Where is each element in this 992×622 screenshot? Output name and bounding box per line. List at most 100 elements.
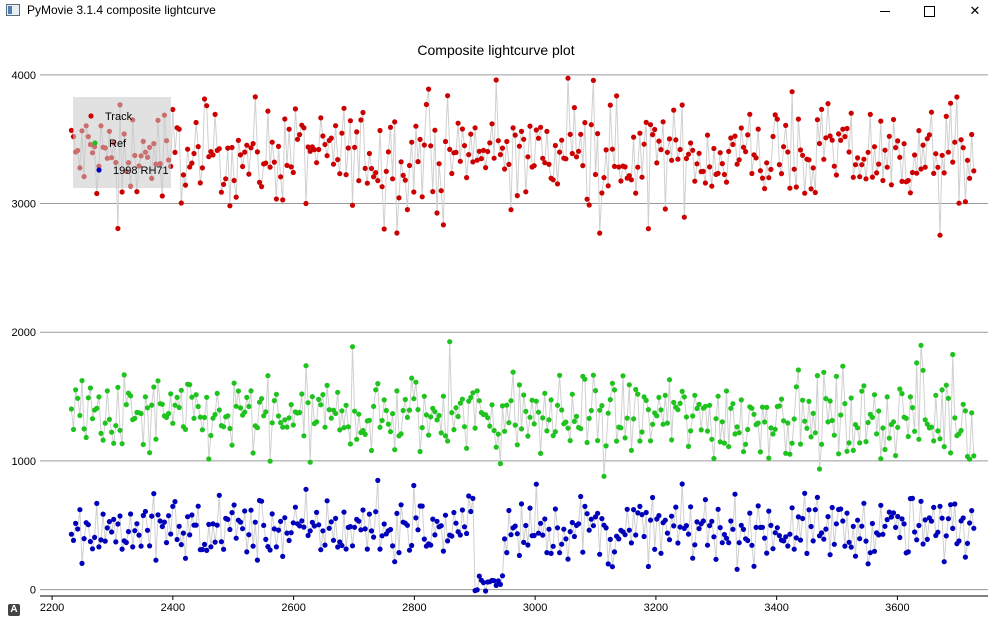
data-point	[115, 225, 121, 232]
data-point	[366, 150, 372, 157]
data-point	[833, 373, 840, 379]
data-point	[476, 398, 482, 404]
data-point	[631, 507, 637, 513]
data-point	[472, 425, 478, 431]
data-point	[639, 511, 645, 518]
data-point	[753, 524, 759, 531]
data-point	[846, 539, 852, 545]
data-point	[489, 402, 495, 408]
data-point	[525, 433, 531, 439]
data-point	[749, 170, 755, 177]
data-point	[445, 93, 451, 99]
data-point	[590, 77, 597, 83]
data-point	[436, 161, 442, 167]
data-point	[468, 394, 474, 401]
data-point	[559, 137, 565, 143]
data-point	[690, 413, 696, 419]
data-point	[77, 412, 83, 419]
data-point	[723, 535, 730, 541]
data-point	[461, 143, 468, 149]
close-button[interactable]: ✕	[952, 0, 992, 22]
data-point	[584, 196, 590, 202]
data-point	[242, 149, 248, 155]
data-point	[785, 420, 791, 426]
data-point	[307, 148, 313, 154]
data-point	[453, 405, 459, 411]
data-point	[876, 408, 882, 414]
minimize-button[interactable]	[862, 0, 908, 22]
data-point	[409, 542, 415, 549]
data-point	[191, 150, 197, 157]
data-point	[364, 180, 370, 186]
data-point	[466, 493, 472, 499]
data-point	[730, 526, 736, 532]
data-point	[235, 137, 241, 143]
data-point	[675, 407, 681, 413]
data-point	[611, 387, 618, 393]
data-point	[286, 537, 292, 544]
data-point	[330, 537, 337, 543]
data-point	[960, 401, 966, 407]
data-point	[297, 132, 303, 138]
data-point	[225, 413, 231, 419]
data-point	[557, 550, 563, 556]
data-point	[286, 415, 292, 421]
data-point	[396, 195, 402, 201]
data-point	[421, 142, 427, 148]
data-point	[455, 120, 461, 126]
data-point	[844, 448, 850, 454]
data-point	[931, 170, 937, 176]
x-tick-label: 2600	[281, 602, 305, 614]
data-point	[795, 116, 802, 122]
data-point	[406, 407, 413, 413]
data-point	[79, 560, 85, 567]
data-point	[102, 538, 108, 544]
data-point	[117, 513, 123, 519]
data-point	[244, 549, 250, 555]
data-point	[504, 138, 510, 145]
data-point	[656, 513, 662, 519]
title-bar[interactable]: PyMovie 3.1.4 composite lightcurve ✕	[0, 0, 992, 22]
data-point	[759, 404, 766, 410]
data-point	[172, 499, 178, 505]
autoscale-button[interactable]: A	[8, 604, 20, 616]
data-point	[193, 119, 199, 126]
data-point	[635, 510, 641, 516]
data-point	[347, 118, 353, 124]
data-point	[563, 536, 569, 542]
data-point	[381, 521, 387, 527]
data-point	[193, 392, 199, 398]
data-point	[702, 403, 709, 409]
data-point	[385, 149, 391, 155]
data-point	[87, 385, 93, 391]
data-point	[876, 532, 882, 538]
data-point	[368, 447, 375, 454]
data-point	[880, 531, 886, 537]
data-point	[320, 133, 326, 139]
data-point	[781, 538, 787, 544]
data-point	[311, 523, 317, 529]
data-point	[153, 557, 159, 563]
data-point	[134, 189, 140, 195]
data-point	[447, 146, 453, 152]
data-point	[962, 199, 969, 205]
data-point	[155, 512, 161, 518]
data-point	[166, 513, 172, 519]
data-point	[571, 533, 578, 540]
data-point	[616, 164, 622, 170]
maximize-button[interactable]	[906, 0, 952, 22]
data-point	[506, 507, 512, 514]
data-point	[899, 516, 905, 522]
x-tick-label: 3000	[523, 602, 547, 614]
data-point	[278, 420, 284, 426]
data-point	[94, 190, 100, 197]
data-point	[510, 125, 516, 131]
data-point	[273, 544, 279, 550]
data-point	[265, 108, 271, 114]
data-point	[320, 392, 326, 398]
data-point	[586, 202, 592, 208]
data-point	[660, 421, 666, 427]
data-point	[937, 232, 943, 238]
data-point	[960, 145, 966, 151]
